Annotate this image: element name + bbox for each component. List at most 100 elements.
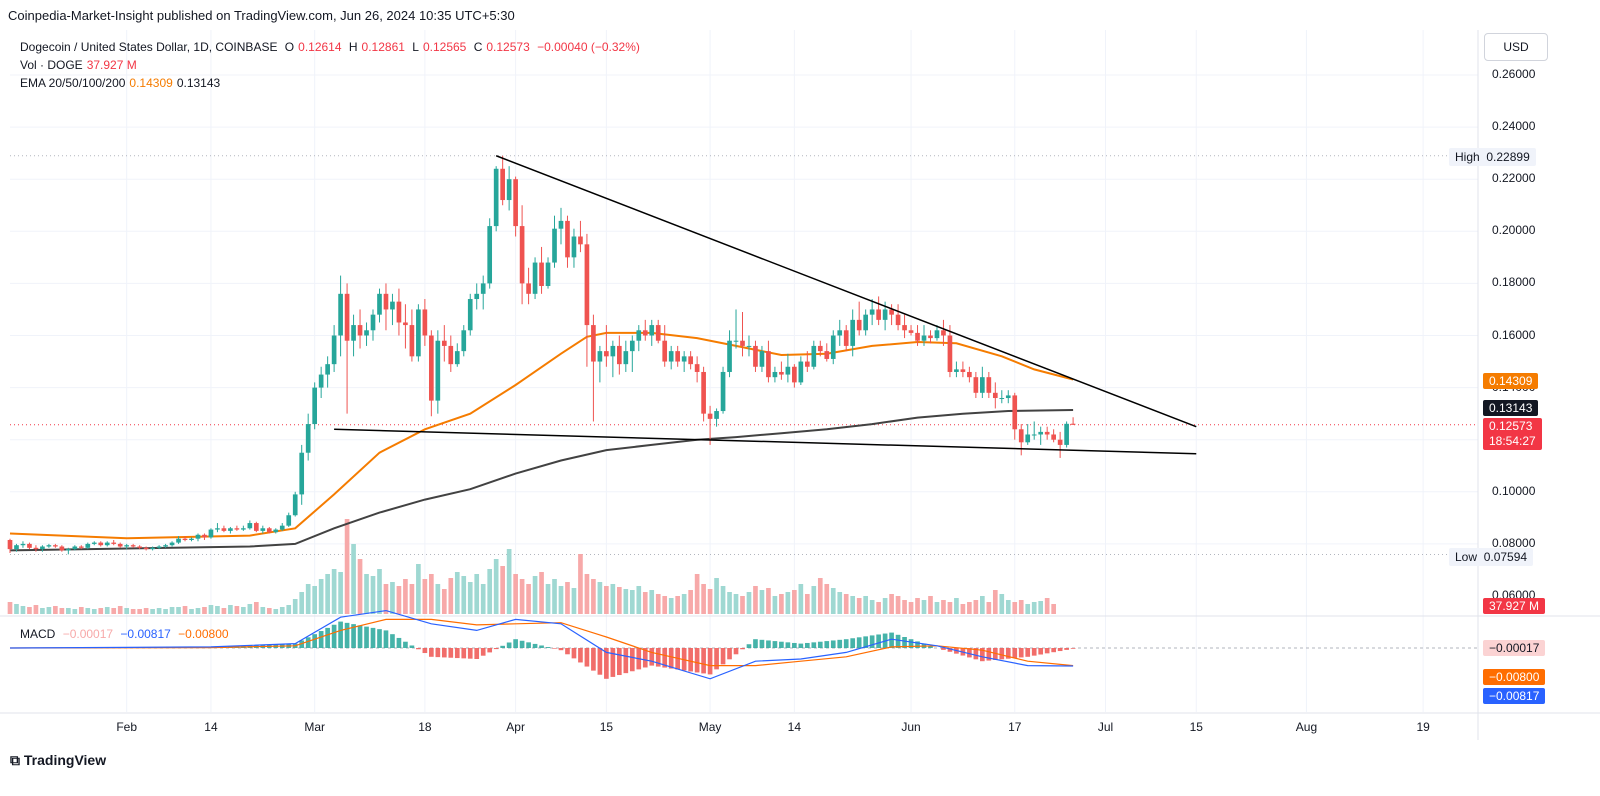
- macd-histogram-bar: [701, 648, 706, 674]
- macd-histogram-bar: [519, 640, 525, 648]
- time-tick-label: 19: [1416, 720, 1430, 734]
- macd-histogram-bar: [591, 648, 596, 671]
- candle-body: [539, 262, 544, 287]
- candles: [7, 155, 1076, 555]
- candle-body: [740, 340, 745, 346]
- volume-bar: [817, 578, 823, 614]
- volume-bar: [863, 596, 868, 614]
- volume-bar: [694, 574, 700, 614]
- macd-histogram-bar: [396, 637, 402, 648]
- volume-bar: [260, 607, 266, 614]
- volume-bar: [824, 584, 830, 614]
- volume-bar: [792, 590, 797, 614]
- volume-bar: [357, 559, 363, 614]
- volume-bar: [727, 592, 732, 614]
- volume-bar: [539, 572, 544, 614]
- macd-histogram-bar: [1018, 648, 1024, 658]
- candle-body: [202, 534, 207, 538]
- candle-body: [435, 340, 441, 401]
- macd-histogram-bar: [480, 648, 486, 656]
- last-price-tag: 0.12573 18:54:27: [1483, 418, 1542, 450]
- candle-body: [986, 377, 992, 393]
- volume-bar: [707, 589, 713, 614]
- candle-body: [1070, 423, 1076, 425]
- volume-bar: [318, 579, 324, 614]
- macd-histogram-bar: [941, 648, 946, 650]
- macd-histogram-bar: [1005, 648, 1011, 659]
- currency-button[interactable]: USD: [1484, 33, 1548, 61]
- high-marker: High 0.22899: [1449, 148, 1536, 166]
- candle-body: [1044, 431, 1050, 435]
- candle-body: [351, 325, 356, 341]
- macd-histogram-bar: [604, 648, 609, 679]
- macd-histogram-bar: [454, 648, 460, 659]
- volume-bar: [584, 574, 590, 614]
- volume-bar: [117, 606, 123, 614]
- time-tick-label: Feb: [116, 720, 137, 734]
- candle-body: [565, 220, 570, 258]
- candle-body: [1005, 395, 1011, 399]
- macd-histogram-bar: [513, 639, 518, 648]
- candle-body: [247, 523, 253, 529]
- volume-bar: [921, 600, 927, 614]
- macd-histogram-bar: [785, 642, 791, 648]
- countdown: 18:54:27: [1489, 434, 1536, 448]
- time-tick-label: 18: [418, 720, 432, 734]
- macd-histogram-bar: [759, 639, 765, 648]
- volume-bar: [124, 608, 130, 614]
- candle-body: [973, 377, 979, 393]
- candle-body: [234, 528, 240, 530]
- macd-histogram-bar: [565, 648, 570, 655]
- volume-bar: [668, 598, 674, 614]
- volume-bar: [53, 606, 58, 614]
- volume-bar: [928, 596, 933, 614]
- candle-body: [604, 351, 609, 357]
- candle-body: [947, 335, 953, 372]
- volume-bar: [215, 606, 220, 614]
- macd-histogram-bar: [798, 643, 804, 648]
- volume-bar: [500, 566, 505, 614]
- grid-lines: [0, 30, 1600, 740]
- macd-histogram-bar: [720, 648, 726, 665]
- candle-body: [1038, 431, 1044, 435]
- candle-body: [934, 330, 940, 339]
- candle-body: [811, 345, 817, 367]
- volume-bar: [182, 606, 188, 614]
- volume-bar: [480, 584, 486, 614]
- ema-label: EMA 20/50/100/200: [20, 76, 126, 90]
- candle-body: [552, 228, 557, 263]
- candle-body: [403, 322, 408, 326]
- candle-body: [908, 330, 914, 333]
- volume-bar: [143, 608, 149, 614]
- volume-bar: [804, 594, 810, 614]
- macd-histogram-bar: [526, 642, 531, 648]
- candle-body: [454, 351, 460, 365]
- macd-histogram-bar: [830, 640, 836, 648]
- candle-body: [40, 546, 45, 550]
- candle-body: [215, 528, 220, 530]
- macd-histogram-bar: [908, 639, 914, 648]
- volume-bar: [843, 594, 849, 614]
- candle-body: [869, 309, 875, 315]
- volume-bar: [370, 576, 376, 614]
- candle-body: [33, 547, 39, 550]
- candle-body: [66, 549, 71, 551]
- macd-histogram-bar: [474, 648, 480, 659]
- volume-bar: [312, 586, 318, 614]
- macd-histogram-bar: [299, 640, 305, 648]
- tradingview-logo[interactable]: ⧉ TradingView: [10, 752, 107, 768]
- candle-body: [727, 340, 732, 372]
- time-tick-label: 15: [1190, 720, 1204, 734]
- volume-bar: [714, 578, 719, 614]
- volume-bar: [156, 608, 162, 614]
- legend-ema: EMA 20/50/100/200 0.14309 0.13143: [20, 76, 224, 90]
- macd-histogram-bar: [817, 641, 823, 648]
- candle-body: [850, 319, 856, 346]
- macd-histogram-bar: [539, 645, 544, 648]
- candle-body: [292, 494, 298, 516]
- macd-histogram-bar: [804, 642, 810, 648]
- macd-histogram-bar: [1025, 648, 1031, 657]
- candle-body: [318, 374, 324, 388]
- macd-histogram-bar: [688, 648, 693, 672]
- volume-bar: [513, 574, 518, 614]
